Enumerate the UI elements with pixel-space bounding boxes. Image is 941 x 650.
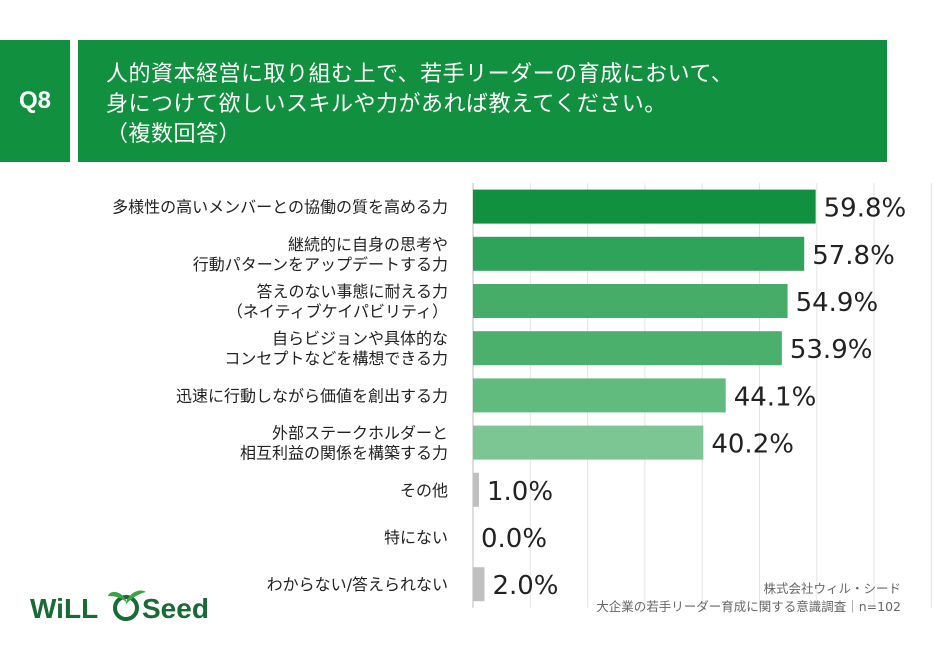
- data-label: 2.0%: [492, 571, 558, 601]
- data-label: 57.8%: [812, 241, 895, 271]
- category-label: 継続的に自身の思考や: [288, 235, 448, 254]
- bar: [473, 284, 788, 318]
- footer-source: 大企業の若手リーダー育成に関する意識調査｜n=102: [596, 599, 901, 614]
- bar: [473, 331, 782, 366]
- willseed-logo: WiLL Seed: [30, 588, 220, 632]
- category-label: 迅速に行動しながら価値を創出する力: [176, 386, 448, 405]
- footer-company: 株式会社ウィル・シード: [763, 581, 901, 596]
- question-badge: Q8: [0, 40, 70, 162]
- data-label: 44.1%: [734, 382, 817, 412]
- logo-leaf-left: [108, 591, 126, 602]
- value-labels: 59.8% 57.8% 54.9% 53.9% 44.1% 40.2% 1.0% 0.0% 2.…: [481, 194, 906, 602]
- category-labels: 多様性の高いメンバーとの協働の質を高める力継続的に自身の思考や行動パターンをアッ…: [112, 198, 448, 595]
- category-label: 行動パターンをアップデートする力: [193, 255, 448, 274]
- bar: [473, 378, 726, 413]
- category-label: 自らビジョンや具体的な: [272, 329, 448, 348]
- category-label: 相互利益の関係を構築する力: [240, 444, 448, 463]
- category-label: 多様性の高いメンバーとの協働の質を高める力: [112, 198, 448, 217]
- category-label: （ネイティブケイパビリティ）: [227, 302, 448, 321]
- bars-layer: [473, 189, 816, 602]
- bar: [473, 472, 479, 507]
- category-label: コンセプトなどを構想できる力: [224, 349, 448, 368]
- data-label: 59.8%: [824, 194, 907, 224]
- logo-sprout-ring: [113, 595, 139, 621]
- bar: [473, 425, 704, 460]
- question-line-1: 人的資本経営に取り組む上で、若手リーダーの育成において、: [106, 62, 734, 87]
- category-label: その他: [400, 481, 448, 500]
- question-text-box: 人的資本経営に取り組む上で、若手リーダーの育成において、 身につけて欲しいスキル…: [78, 40, 887, 162]
- category-label: わからない/答えられない: [267, 575, 448, 594]
- data-label: 53.9%: [790, 335, 873, 365]
- data-label: 1.0%: [487, 477, 553, 507]
- category-label: 外部ステークホルダーと: [272, 424, 448, 443]
- question-line-2: 身につけて欲しいスキルや力があれば教えてください。: [106, 92, 667, 117]
- data-label: 0.0%: [481, 524, 547, 554]
- logo-leaf-right: [126, 590, 146, 604]
- bar: [473, 567, 485, 602]
- data-label: 54.9%: [796, 288, 879, 318]
- source-footer: 株式会社ウィル・シード 大企業の若手リーダー育成に関する意識調査｜n=102: [596, 580, 901, 616]
- bar: [473, 236, 805, 271]
- category-label: 答えのない事態に耐える力: [256, 282, 448, 301]
- logo-graphic: WiLL Seed: [30, 590, 209, 624]
- logo-text-left: WiLL: [30, 593, 98, 624]
- data-label: 40.2%: [711, 430, 794, 460]
- question-line-3: （複数回答）: [106, 122, 242, 147]
- category-label: 特にない: [384, 528, 448, 547]
- bar: [473, 189, 816, 224]
- logo-text-right: Seed: [142, 593, 209, 624]
